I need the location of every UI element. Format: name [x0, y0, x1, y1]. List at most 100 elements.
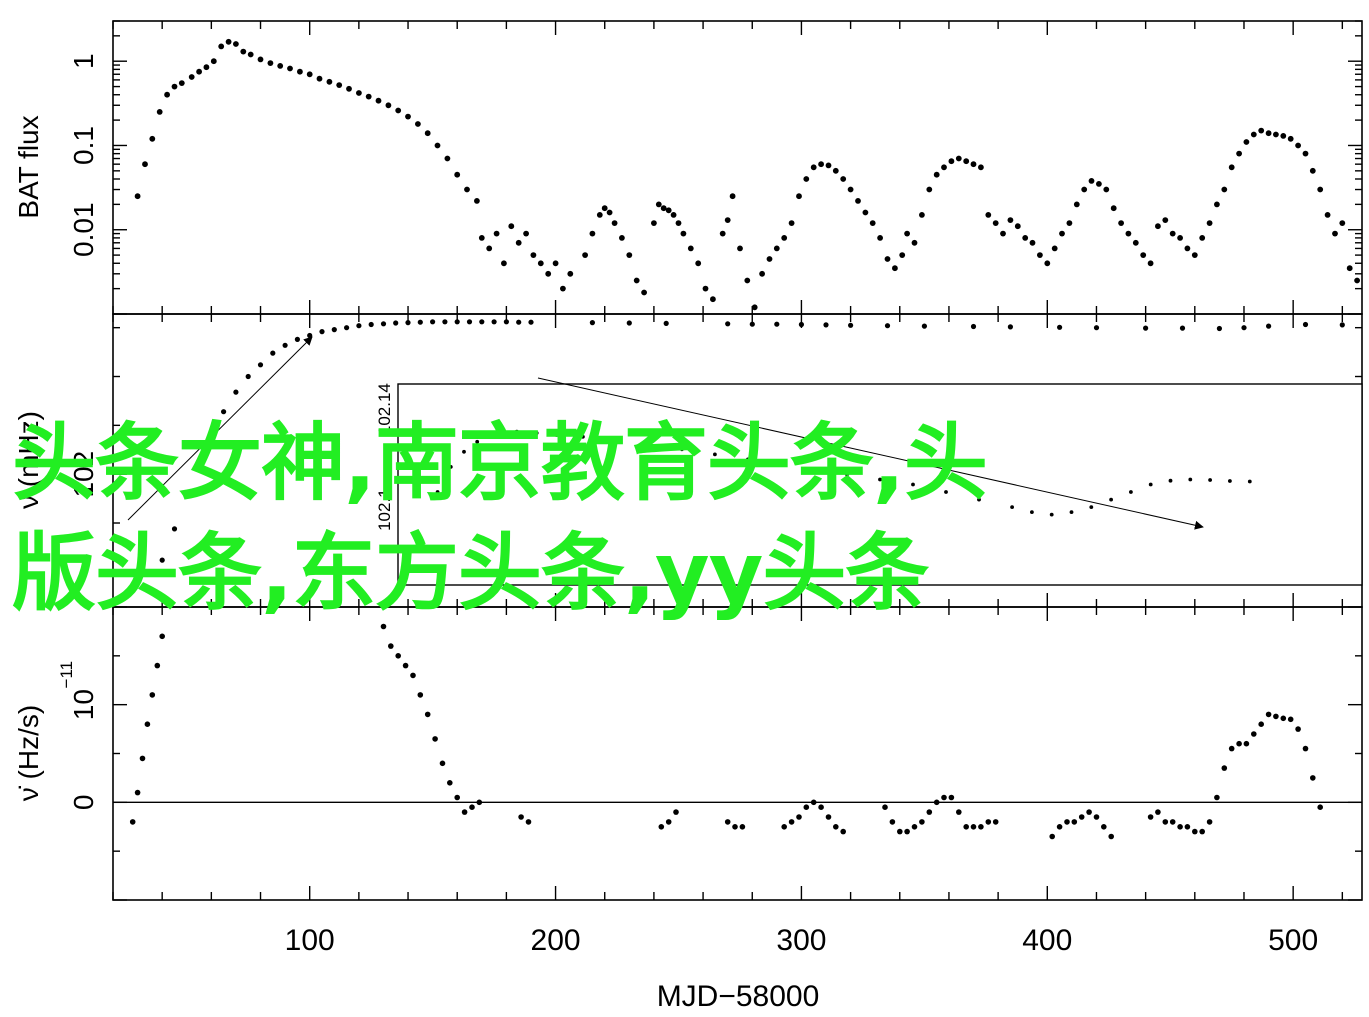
bat-flux-point — [493, 230, 500, 237]
bat-flux-point — [134, 193, 141, 200]
x-tick-label: 400 — [1022, 924, 1072, 957]
inset-frequency-point — [1188, 477, 1193, 482]
bottom-ylabel: ν̇ (Hz/s) — [13, 705, 44, 801]
bat-flux-point — [933, 171, 940, 178]
bat-flux-point — [904, 230, 910, 237]
bat-flux-point — [1228, 164, 1235, 171]
frequency-derivative-point — [739, 824, 746, 830]
frequency-derivative-point — [432, 736, 438, 742]
frequency-derivative-point — [963, 824, 969, 830]
bat-flux-point — [955, 155, 962, 162]
bat-flux-point — [803, 176, 810, 182]
frequency-point — [257, 362, 264, 368]
frequency-derivative-point — [1147, 814, 1154, 820]
bat-flux-point — [702, 285, 709, 292]
overlay-text-line-1: 头条女神,南京教育头条,头 — [12, 414, 988, 512]
bat-flux-point — [899, 252, 906, 258]
inset-frequency-point — [1148, 482, 1153, 487]
frequency-point — [970, 323, 977, 330]
inset-frequency-point — [647, 442, 651, 447]
frequency-derivative-point — [970, 824, 977, 830]
bat-flux-point — [601, 205, 608, 212]
inset-frequency-point — [534, 431, 539, 435]
inset-frequency-point — [1069, 510, 1074, 514]
bat-flux-point — [375, 97, 382, 104]
frequency-derivative-point — [1169, 819, 1176, 825]
top-y-tick-label: 0.01 — [68, 202, 99, 257]
bat-flux-point — [434, 142, 441, 149]
frequency-derivative-point — [1101, 824, 1107, 830]
bottom-y-tick-label-power: 10 — [68, 689, 99, 720]
bat-flux-point — [240, 48, 247, 55]
bat-flux-point — [1258, 127, 1265, 134]
bat-flux-point — [781, 235, 788, 241]
bat-flux-point — [164, 91, 171, 98]
frequency-point — [184, 491, 190, 497]
frequency-derivative-point — [658, 824, 665, 830]
bat-flux-point — [552, 260, 559, 267]
frequency-derivative-point — [889, 819, 896, 825]
frequency-point — [1302, 321, 1309, 328]
bat-flux-point — [884, 256, 891, 262]
x-tick-label: 100 — [285, 924, 335, 957]
bat-flux-point — [1059, 230, 1065, 237]
main-data-points — [129, 38, 1360, 840]
frequency-derivative-point — [1108, 833, 1114, 840]
bat-flux-point — [1295, 142, 1301, 149]
frequency-derivative-point — [518, 814, 524, 820]
bat-flux-point — [1000, 230, 1006, 237]
frequency-derivative-point — [665, 819, 672, 825]
middle-ylabel: ν (mHz) — [13, 411, 44, 509]
bat-flux-point — [1088, 178, 1095, 184]
bat-flux-point — [171, 83, 178, 90]
frequency-derivative-point — [144, 721, 151, 727]
frequency-derivative-point — [129, 819, 136, 825]
frequency-point — [491, 319, 497, 325]
inset-frequency-point — [845, 472, 849, 477]
data-points — [435, 429, 1252, 517]
inset-frequency-point — [581, 434, 585, 439]
inset-frequency-point — [501, 431, 506, 435]
bat-flux-point — [1243, 139, 1250, 145]
bat-flux-point — [869, 220, 876, 227]
bat-flux-point — [1265, 130, 1272, 137]
top-panel-frame — [112, 20, 1363, 315]
frequency-derivative-point — [1056, 824, 1063, 830]
bat-flux-point — [1324, 212, 1331, 218]
frequency-derivative-point — [956, 809, 962, 815]
bat-flux-point — [626, 252, 633, 258]
frequency-derivative-point — [1236, 740, 1242, 747]
frequency-derivative-point — [1243, 740, 1250, 747]
bat-flux-point — [660, 205, 667, 212]
frequency-derivative-point — [1049, 833, 1055, 840]
bat-flux-point — [1110, 205, 1117, 212]
inset-frame — [397, 383, 1363, 586]
bat-flux-point — [478, 235, 485, 241]
bat-flux-point — [796, 193, 802, 200]
bat-flux-point — [1118, 220, 1124, 227]
bat-flux-point — [156, 109, 163, 115]
bat-flux-point — [1287, 135, 1294, 142]
frequency-derivative-point — [395, 653, 402, 659]
bat-flux-point — [257, 56, 264, 63]
bat-flux-point — [530, 252, 537, 258]
bat-flux-point — [1037, 252, 1043, 258]
frequency-point — [479, 319, 485, 325]
inset-frequency-point — [713, 452, 717, 457]
frequency-derivative-point — [469, 804, 475, 810]
bat-flux-point — [596, 212, 603, 218]
bat-flux-point — [395, 107, 402, 114]
frequency-derivative-point — [825, 814, 832, 820]
frequency-point — [319, 329, 325, 335]
middle-y-tick-label: 102 — [68, 451, 99, 498]
inset-y-tick-label: 102.14 — [375, 383, 394, 435]
inset-frequency-point — [614, 437, 618, 442]
frequency-point — [798, 321, 805, 328]
frequency-point — [221, 409, 227, 415]
frequency-derivative-point — [424, 711, 431, 718]
frequency-point — [823, 322, 829, 328]
top-y-tick-label: 0.1 — [68, 126, 99, 165]
frequency-derivative-point — [149, 692, 156, 698]
bat-flux-point — [773, 245, 780, 252]
frequency-point — [528, 319, 534, 325]
